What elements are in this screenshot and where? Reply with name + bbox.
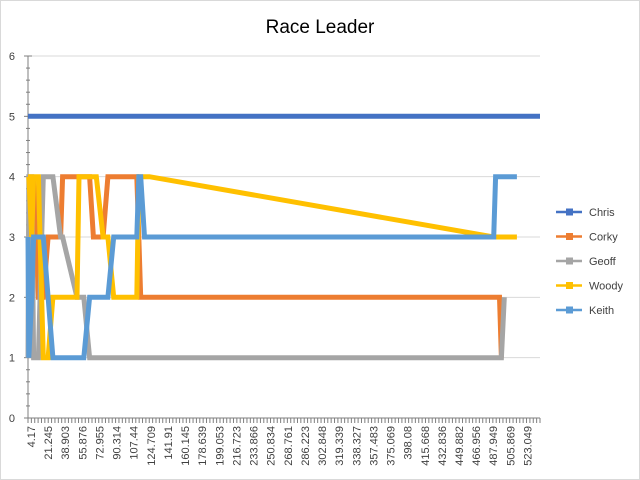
legend-item-chris: Chris (556, 207, 615, 219)
series-line-woody (26, 174, 517, 361)
x-tick-label: 286.223 (300, 426, 312, 466)
x-tick-label: 141.91 (163, 426, 175, 460)
x-tick-label: 505.869 (505, 426, 517, 466)
legend-item-geoff: Geoff (556, 256, 617, 268)
x-tick-label: 72.955 (94, 426, 106, 460)
y-tick-label: 0 (9, 413, 15, 425)
x-tick-label: 4.17 (26, 426, 38, 447)
x-tick-label: 375.069 (386, 426, 398, 466)
x-tick-label: 432.836 (437, 426, 449, 466)
y-tick-label: 4 (9, 172, 15, 184)
x-tick-label: 466.956 (471, 426, 483, 466)
legend-label: Keith (589, 305, 614, 317)
legend-label: Woody (589, 281, 624, 293)
x-tick-label: 487.949 (488, 426, 500, 466)
y-tick-label: 6 (9, 51, 15, 63)
legend-label: Geoff (589, 256, 617, 268)
x-tick-label: 357.483 (368, 426, 380, 466)
x-tick-label: 216.723 (231, 426, 243, 466)
x-tick-label: 268.761 (283, 426, 295, 466)
legend-marker (566, 257, 573, 265)
x-tick-label: 302.848 (317, 426, 329, 466)
x-tick-label: 90.314 (112, 426, 124, 460)
chart-title: Race Leader (266, 17, 375, 38)
legend-marker (566, 282, 573, 289)
y-tick-label: 5 (9, 111, 15, 123)
series-line-geoff (25, 174, 507, 361)
x-tick-label: 398.08 (403, 426, 415, 460)
legend: Chris Corky Geoff Woody Keith (556, 207, 624, 317)
x-tick-label: 250.834 (266, 426, 278, 466)
x-tick-label: 449.882 (454, 426, 466, 466)
x-tick-label: 38.903 (60, 426, 72, 460)
x-tick-label: 21.245 (43, 426, 55, 460)
legend-marker (566, 208, 573, 216)
x-tick-label: 55.876 (77, 426, 89, 460)
x-tick-label: 319.339 (334, 426, 346, 466)
series-lines (25, 113, 540, 361)
x-tick-label: 338.327 (351, 426, 363, 466)
axes: 0 1 2 3 4 5 6 4.17 21.245 38.903 55.876 72.955 90.31… (9, 51, 541, 466)
legend-item-woody: Woody (556, 281, 624, 293)
series-line-keith (25, 174, 517, 361)
x-tick-label: 233.866 (249, 426, 261, 466)
x-tick-label: 160.145 (180, 426, 192, 466)
legend-item-corky: Corky (556, 232, 618, 244)
legend-item-keith: Keith (556, 305, 614, 317)
x-tick-label: 178.639 (197, 426, 209, 466)
x-tick-label: 124.709 (146, 426, 158, 466)
y-tick-label: 2 (9, 292, 15, 304)
y-tick-label: 3 (9, 232, 15, 244)
legend-label: Chris (589, 207, 615, 219)
x-tick-label: 199.053 (214, 426, 226, 466)
legend-label: Corky (589, 232, 618, 244)
x-tick-label: 107.44 (129, 426, 141, 460)
legend-marker (566, 233, 573, 240)
legend-marker (566, 306, 573, 314)
y-tick-label: 1 (9, 353, 15, 365)
x-tick-label: 415.668 (420, 426, 432, 466)
x-tick-label: 523.049 (522, 426, 534, 466)
